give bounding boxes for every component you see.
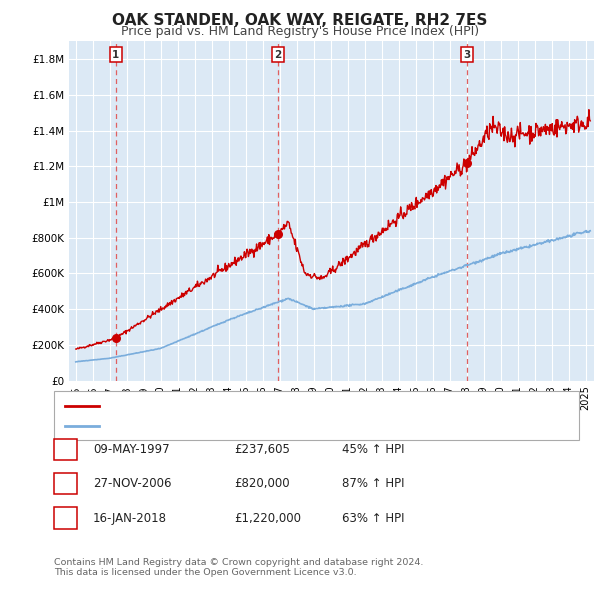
Text: £237,605: £237,605	[234, 443, 290, 456]
Text: Price paid vs. HM Land Registry's House Price Index (HPI): Price paid vs. HM Land Registry's House …	[121, 25, 479, 38]
Text: Contains HM Land Registry data © Crown copyright and database right 2024.
This d: Contains HM Land Registry data © Crown c…	[54, 558, 424, 577]
Text: 3: 3	[61, 512, 70, 525]
Text: 16-JAN-2018: 16-JAN-2018	[93, 512, 167, 525]
Text: 1: 1	[112, 50, 119, 60]
Text: 1: 1	[61, 443, 70, 456]
Text: 87% ↑ HPI: 87% ↑ HPI	[342, 477, 404, 490]
Text: 09-MAY-1997: 09-MAY-1997	[93, 443, 170, 456]
Text: 45% ↑ HPI: 45% ↑ HPI	[342, 443, 404, 456]
Text: £820,000: £820,000	[234, 477, 290, 490]
Text: OAK STANDEN, OAK WAY, REIGATE, RH2 7ES: OAK STANDEN, OAK WAY, REIGATE, RH2 7ES	[112, 13, 488, 28]
Text: 27-NOV-2006: 27-NOV-2006	[93, 477, 172, 490]
Text: 63% ↑ HPI: 63% ↑ HPI	[342, 512, 404, 525]
Text: £1,220,000: £1,220,000	[234, 512, 301, 525]
Text: HPI: Average price, detached house, Reigate and Banstead: HPI: Average price, detached house, Reig…	[103, 421, 426, 431]
Text: 2: 2	[274, 50, 281, 60]
Text: 2: 2	[61, 477, 70, 490]
Text: 3: 3	[464, 50, 471, 60]
Text: OAK STANDEN, OAK WAY, REIGATE, RH2 7ES (detached house): OAK STANDEN, OAK WAY, REIGATE, RH2 7ES (…	[103, 401, 445, 411]
